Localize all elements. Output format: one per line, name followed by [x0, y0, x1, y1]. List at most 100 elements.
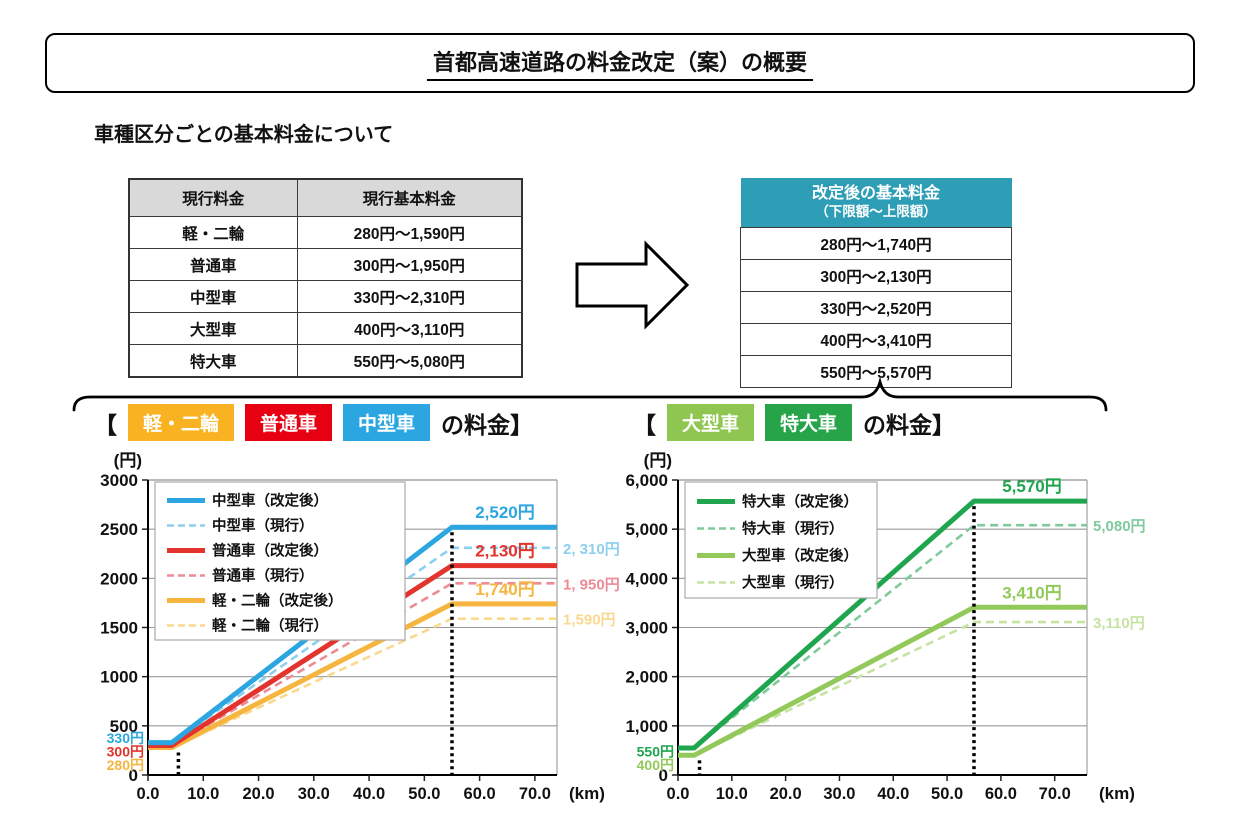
y-tick-label: 1500: [100, 619, 138, 638]
revised-table-header-line1: 改定後の基本料金: [811, 185, 940, 203]
page-title: 首都高速道路の料金改定（案）の概要: [426, 45, 813, 81]
start-fare-label: 280円: [107, 757, 144, 773]
fare-range: 550円～5,570円: [740, 355, 1012, 388]
badge-futsusha: 普通車: [245, 404, 333, 441]
legend-label: 中型車（改定後）: [212, 492, 328, 510]
x-tick-label: 10.0: [716, 785, 748, 803]
y-tick-label: 500: [110, 717, 138, 736]
heading-suffix: の料金】: [441, 411, 534, 438]
legend-label: 普通車（改定後）: [212, 542, 328, 560]
series-line: [678, 523, 1087, 750]
chart-heading-small-vehicles: 【 軽・二輪 普通車 中型車 の料金】: [94, 404, 533, 441]
open-bracket: 【: [633, 411, 656, 438]
vehicle-category: 普通車: [128, 248, 298, 281]
series-line: [148, 563, 557, 748]
fare-range: 280円～1,590円: [296, 216, 523, 249]
heading-suffix: の料金】: [863, 411, 956, 438]
x-tick-label: 0.0: [137, 785, 160, 803]
start-fare-label: 550円: [637, 744, 674, 760]
table-row: 特大車 550円～5,080円: [128, 344, 523, 378]
fare-range: 280円～1,740円: [740, 227, 1012, 260]
x-tick-label: 70.0: [519, 785, 551, 803]
fare-range: 400円～3,110円: [296, 312, 523, 345]
vehicle-category: 軽・二輪: [128, 216, 298, 249]
table-row: 大型車 400円～3,110円: [128, 312, 523, 345]
brace: [72, 378, 1108, 412]
badge-tokudaisha: 特大車: [765, 404, 853, 441]
badge-chugatasha: 中型車: [343, 404, 431, 441]
chart-heading-large-vehicles: 【 大型車 特大車 の料金】: [633, 404, 955, 441]
legend-label: 中型車（現行）: [212, 517, 314, 535]
series-line: [148, 546, 557, 744]
vehicle-category: 中型車: [128, 280, 298, 313]
revised-fare-table: 改定後の基本料金 （下限額～上限額） 280円～1,740円 300円～2,13…: [740, 178, 1012, 388]
table-row: 普通車 300円～1,950円: [128, 248, 523, 281]
y-tick-label: 2000: [100, 569, 138, 588]
y-tick-label: 1,000: [625, 717, 668, 736]
table-header-row: 改定後の基本料金 （下限額～上限額）: [740, 178, 1012, 228]
table-row: 280円～1,740円: [740, 227, 1012, 260]
table-row: 550円～5,570円: [740, 355, 1012, 388]
legend-box: [154, 481, 406, 641]
start-fare-label: 300円: [107, 744, 144, 760]
title-box: 首都高速道路の料金改定（案）の概要: [45, 33, 1195, 93]
badge-kei-nirin: 軽・二輪: [128, 404, 235, 441]
fare-range: 400円～3,410円: [740, 323, 1012, 356]
x-tick-label: 40.0: [353, 785, 385, 803]
legend-label: 軽・二輪（現行）: [212, 617, 328, 635]
fare-range: 330円～2,520円: [740, 291, 1012, 324]
x-tick-label: 10.0: [187, 785, 219, 803]
fare-range: 300円～2,130円: [740, 259, 1012, 292]
fare-chart-small-vehicles: 0 500 1000 1500 2000 2500 3000 0.0 10.0 20.0 30.0 4…: [100, 451, 620, 803]
x-tick-label: 60.0: [985, 785, 1017, 803]
fare-range: 330円～2,310円: [296, 280, 523, 313]
max-fare-label: 1, 950円: [563, 576, 620, 593]
legend-label: 大型車（現行）: [742, 574, 844, 592]
legend-label: 特大車（改定後）: [742, 493, 858, 511]
max-fare-label: 1,590円: [563, 612, 616, 629]
table-row: 330円～2,520円: [740, 291, 1012, 324]
y-unit-label: (円): [114, 451, 142, 470]
x-tick-label: 40.0: [877, 785, 909, 803]
series-line: [678, 620, 1087, 757]
max-fare-label: 3,110円: [1093, 615, 1145, 632]
y-tick-label: 4,000: [625, 569, 668, 588]
y-tick-label: 6,000: [625, 471, 668, 490]
x-tick-label: 20.0: [770, 785, 802, 803]
legend-label: 大型車（改定後）: [742, 547, 858, 565]
y-tick-label: 0: [129, 766, 138, 785]
x-unit-label: (km): [569, 784, 605, 803]
max-fare-label: 2,130円: [475, 542, 535, 561]
table-header-row: 現行料金 現行基本料金: [128, 178, 523, 217]
legend-label: 軽・二輪（改定後）: [212, 592, 343, 610]
series-line: [678, 498, 1087, 751]
legend-label: 特大車（現行）: [742, 520, 844, 538]
y-tick-label: 0: [659, 766, 668, 785]
start-fare-label: 400円: [637, 757, 674, 773]
current-fare-table: 現行料金 現行基本料金 軽・二輪 280円～1,590円 普通車 300円～1,…: [128, 178, 523, 378]
vehicle-category: 大型車: [128, 312, 298, 345]
max-fare-label: 2,520円: [475, 503, 535, 522]
table-row: 400円～3,410円: [740, 323, 1012, 356]
vehicle-category: 特大車: [128, 344, 298, 378]
x-tick-label: 70.0: [1039, 785, 1071, 803]
y-tick-label: 2500: [100, 520, 138, 539]
legend-label: 普通車（現行）: [212, 567, 314, 585]
max-fare-label: 5,570円: [1002, 477, 1062, 496]
x-tick-label: 20.0: [242, 785, 274, 803]
y-tick-label: 1000: [100, 668, 138, 687]
arrow-right-icon: [575, 240, 690, 330]
y-unit-label: (円): [644, 451, 672, 470]
x-tick-label: 50.0: [931, 785, 963, 803]
open-bracket: 【: [94, 411, 117, 438]
max-fare-label: 2, 310円: [563, 541, 620, 558]
fare-range: 550円～5,080円: [296, 344, 523, 378]
x-tick-label: 0.0: [667, 785, 690, 803]
revised-table-header: 改定後の基本料金 （下限額～上限額）: [740, 178, 1012, 228]
table-row: 300円～2,130円: [740, 259, 1012, 292]
x-tick-label: 60.0: [464, 785, 496, 803]
max-fare-label: 5,080円: [1093, 518, 1146, 535]
y-tick-label: 2,000: [625, 668, 668, 687]
series-line: [148, 582, 557, 747]
